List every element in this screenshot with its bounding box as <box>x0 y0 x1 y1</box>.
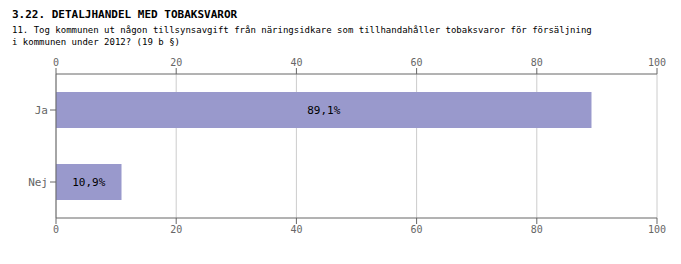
svg-text:100: 100 <box>648 57 666 68</box>
svg-text:100: 100 <box>648 224 666 235</box>
svg-text:40: 40 <box>290 224 302 235</box>
svg-text:0: 0 <box>53 57 59 68</box>
svg-text:60: 60 <box>411 57 423 68</box>
svg-text:Ja: Ja <box>35 104 48 117</box>
svg-text:0: 0 <box>53 224 59 235</box>
svg-text:10,9%: 10,9% <box>72 176 105 189</box>
svg-text:89,1%: 89,1% <box>307 104 340 117</box>
svg-text:Nej: Nej <box>28 176 48 189</box>
html-text:3.22. DETALJHANDEL MED TOBAKSV: 3.22. DETALJHANDEL MED TOBAKSVAROR <box>12 8 238 21</box>
svg-text:60: 60 <box>411 224 423 235</box>
svg-text:80: 80 <box>531 224 543 235</box>
svg-text:20: 20 <box>170 224 182 235</box>
svg-text:80: 80 <box>531 57 543 68</box>
html-text:11. Tog kommunen ut någon till: 11. Tog kommunen ut någon tillsynsavgift… <box>12 25 592 47</box>
svg-text:20: 20 <box>170 57 182 68</box>
svg-text:40: 40 <box>290 57 302 68</box>
